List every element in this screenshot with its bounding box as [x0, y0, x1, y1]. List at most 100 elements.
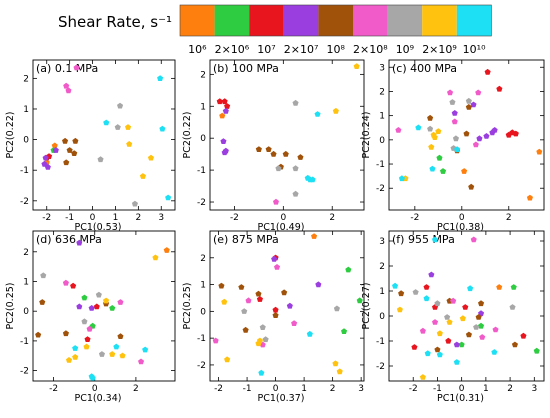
- scatter-point: [429, 165, 436, 172]
- y-tick-label: 0: [23, 307, 29, 317]
- scatter-point: [242, 326, 249, 333]
- legend-label: 10¹⁰: [463, 43, 486, 56]
- scatter-point: [81, 318, 88, 325]
- scatter-point: [453, 359, 460, 365]
- scatter-point: [292, 190, 299, 197]
- scatter-point: [117, 102, 124, 109]
- scatter-point: [436, 330, 443, 337]
- scatter-point: [440, 168, 447, 174]
- x-axis-label: PC1(0.38): [437, 222, 484, 233]
- legend-swatch: [283, 5, 319, 36]
- panel-title: (a) 0.1 MPa: [36, 62, 98, 75]
- scatter-panel: -2 0 2 -2 -1 0 1 2 (d) 636 MPa PC1(0.34) PC2(0.25): [5, 230, 176, 404]
- x-tick-label: 0: [273, 384, 279, 394]
- scatter-point: [265, 146, 272, 152]
- scatter-point: [431, 134, 438, 140]
- y-tick-label: 2: [200, 254, 206, 264]
- legend-title: Shear Rate, s⁻¹: [58, 13, 172, 31]
- scatter-point: [353, 63, 360, 69]
- scatter-point: [462, 304, 469, 310]
- legend-swatch: [214, 5, 250, 36]
- x-tick-label: -2: [42, 213, 51, 223]
- scatter-point: [526, 194, 533, 201]
- legend-label: 10⁷: [257, 43, 275, 56]
- scatter-point: [483, 133, 490, 139]
- scatter-point: [436, 154, 443, 161]
- scatter-point: [446, 319, 453, 325]
- y-tick-label: 0: [23, 136, 29, 146]
- scatter-point: [491, 349, 498, 355]
- scatter-point: [315, 281, 322, 288]
- panel-title: (b) 100 MPa: [213, 62, 279, 75]
- scatter-point: [258, 369, 265, 376]
- scatter-point: [461, 168, 468, 174]
- scatter-point: [396, 306, 403, 313]
- scatter-point: [212, 337, 219, 344]
- scatter-point: [72, 137, 79, 144]
- legend-label: 10⁶: [188, 43, 207, 56]
- scatter-point: [447, 89, 454, 96]
- scatter-point: [62, 279, 69, 286]
- y-axis-label: PC2(0.27): [361, 283, 372, 330]
- scatter-point: [520, 332, 527, 339]
- chart-panels: -2 -1 0 1 2 3 -2 -1 0 1 2 (a) 0.1 MPa PC1(0.53) PC2(0…: [5, 59, 545, 404]
- x-axis-label: PC1(0.37): [258, 393, 305, 404]
- y-tick-label: 2: [200, 70, 206, 80]
- scatter-point: [97, 156, 104, 163]
- scatter-point: [297, 154, 304, 160]
- shear-rate-legend: Shear Rate, s⁻¹ 10⁶ 2×10⁶ 10⁷ 2×10⁷ 10⁸ 2×10⁸…: [58, 4, 492, 56]
- scatter-point: [444, 314, 451, 320]
- legend-swatch: [387, 5, 423, 36]
- y-tick-label: 0: [200, 134, 206, 144]
- scatter-point: [428, 143, 435, 150]
- scatter-point: [533, 347, 540, 354]
- scatter-point: [224, 103, 231, 109]
- scatter-point: [152, 254, 159, 261]
- scatter-point: [273, 198, 279, 205]
- scatter-point: [95, 291, 102, 298]
- scatter-point: [86, 325, 93, 332]
- scatter-point: [445, 337, 452, 344]
- scatter-point: [435, 128, 442, 134]
- scatter-point: [98, 351, 105, 357]
- legend-label: 10⁹: [396, 43, 414, 56]
- scatter-point: [491, 127, 498, 133]
- scatter-point: [117, 333, 124, 339]
- scatter-point: [114, 124, 121, 130]
- scatter-point: [452, 135, 459, 142]
- scatter-point: [478, 322, 485, 329]
- scatter-point: [472, 141, 479, 148]
- y-tick-label: 2: [23, 74, 29, 84]
- scatter-point: [218, 282, 225, 289]
- x-tick-label: 0: [459, 384, 465, 394]
- scatter-point: [398, 290, 405, 297]
- y-tick-label: -2: [197, 361, 206, 371]
- legend-swatch: [456, 5, 492, 36]
- scatter-point: [93, 303, 100, 310]
- scatter-point: [465, 97, 472, 104]
- x-tick-label: -1: [65, 213, 74, 223]
- x-tick-label: 1: [301, 384, 307, 394]
- panel-title: (f) 955 MPa: [392, 233, 455, 246]
- y-tick-label: -2: [376, 362, 385, 372]
- scatter-point: [126, 141, 133, 147]
- x-tick-label: 0: [90, 213, 96, 223]
- scatter-point: [392, 282, 399, 289]
- scatter-point: [341, 328, 348, 334]
- y-tick-label: -1: [376, 337, 385, 347]
- scatter-point: [44, 163, 51, 170]
- scatter-point: [40, 272, 47, 279]
- panel-title: (c) 400 MPa: [392, 62, 457, 75]
- y-tick-label: -2: [20, 367, 29, 377]
- scatter-point: [255, 340, 262, 347]
- y-tick-label: 1: [379, 112, 385, 122]
- x-tick-label: -2: [410, 213, 419, 223]
- y-axis-label: PC2(0.25): [182, 283, 193, 330]
- scatter-point: [88, 373, 95, 380]
- scatter-point: [428, 271, 435, 278]
- scatter-point: [306, 330, 313, 337]
- scatter-point: [282, 150, 289, 157]
- y-tick-label: 2: [379, 87, 385, 97]
- scatter-point: [449, 99, 456, 105]
